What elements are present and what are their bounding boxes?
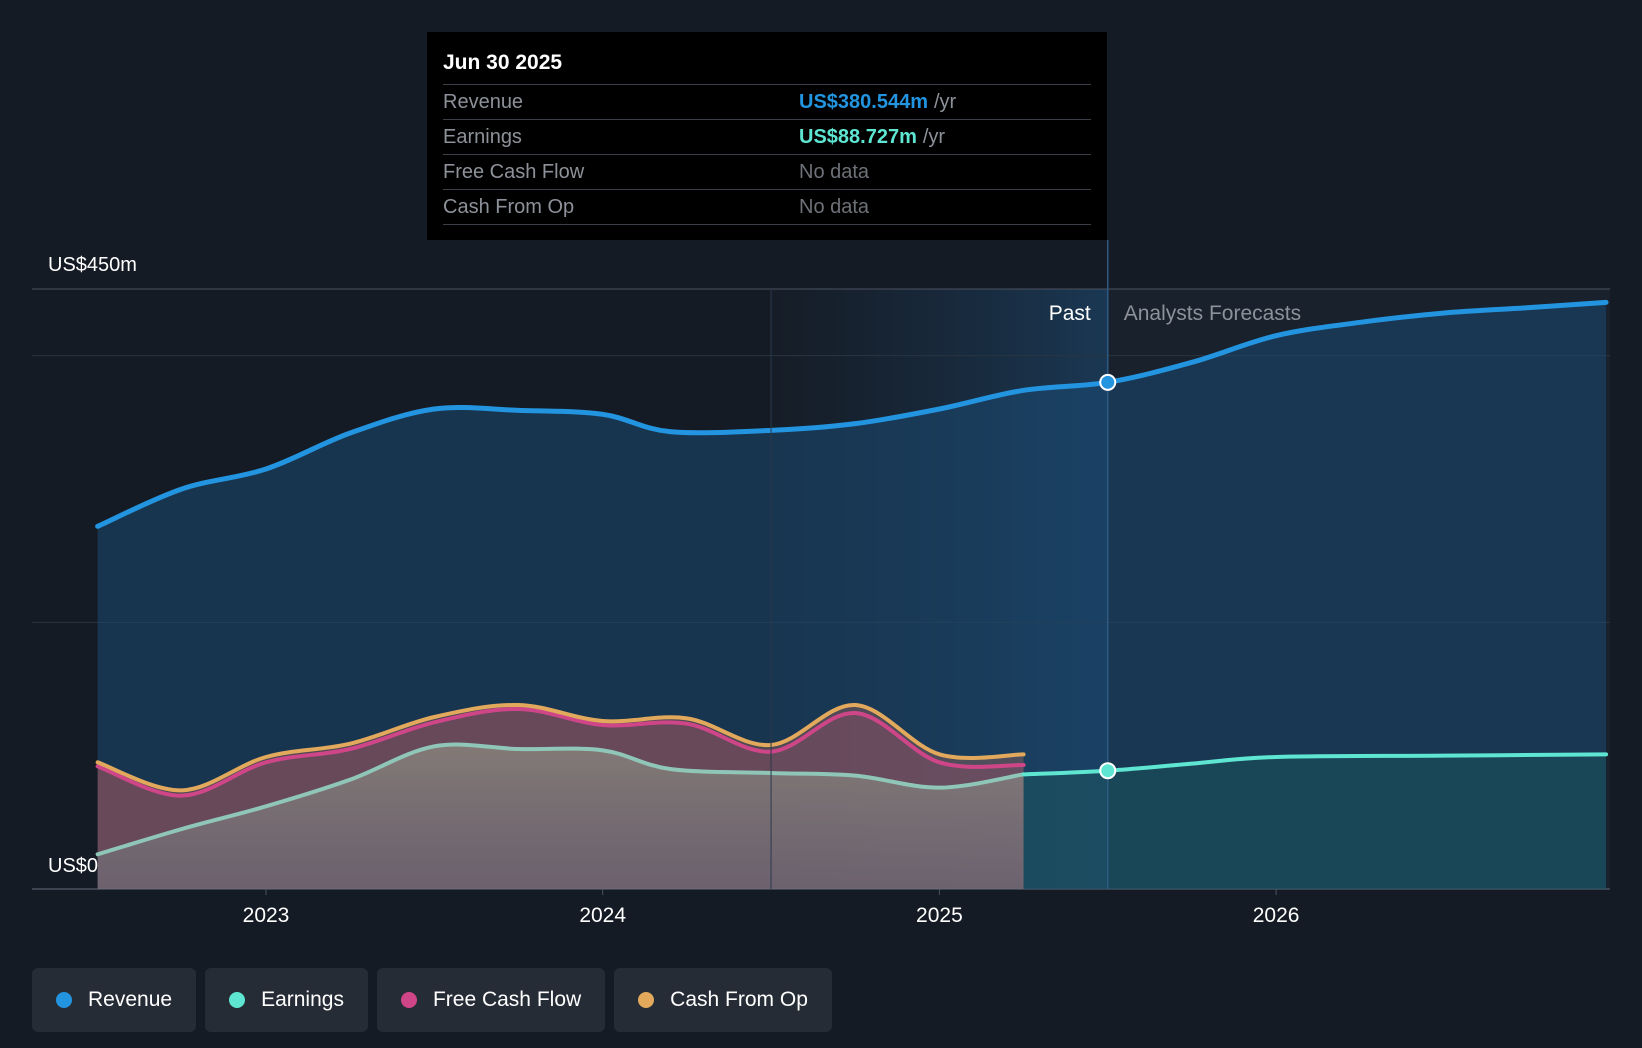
revenue-marker (1099, 373, 1117, 391)
tooltip-value: No data (799, 195, 870, 218)
legend-dot-icon (229, 992, 246, 1008)
tooltip-row-revenue: Revenue US$380.544m /yr (443, 84, 1091, 119)
legend-item-revenue[interactable]: Revenue (32, 968, 197, 1032)
tooltip-unit: /yr (933, 90, 957, 113)
earnings-area-past (97, 744, 1024, 889)
tooltip-value: US$88.727m (799, 125, 917, 148)
legend-dot-icon (638, 992, 655, 1008)
cash-from-op-line (95, 702, 1026, 793)
x-tick-label: 2025 (916, 904, 963, 927)
x-tick-label: 2026 (1253, 904, 1300, 927)
tooltip-row-earnings: Earnings US$88.727m /yr (443, 119, 1091, 154)
past-label: Past (1049, 302, 1091, 325)
legend-dot-icon (56, 992, 72, 1008)
tooltip-unit: /yr (922, 125, 946, 148)
legend-item-cash-from-op[interactable]: Cash From Op (614, 968, 832, 1032)
y-tick-label-bottom: US$0 (48, 855, 98, 877)
x-tick-label: 2024 (579, 904, 626, 927)
tooltip: Jun 30 2025 Revenue US$380.544m /yr Earn… (427, 32, 1107, 240)
legend-dot-icon (400, 992, 417, 1008)
tooltip-row-cfo: Cash From Op No data (443, 189, 1091, 225)
earnings-area-forecast (1023, 754, 1607, 889)
tooltip-label: Cash From Op (443, 195, 575, 218)
y-tick-label-top: US$450m (48, 254, 137, 276)
legend-label: Cash From Op (670, 988, 808, 1011)
legend-item-free-cash-flow[interactable]: Free Cash Flow (376, 968, 606, 1032)
legend-label: Revenue (88, 988, 173, 1011)
free-cash-flow-line (95, 706, 1026, 798)
legend: Revenue Earnings Free Cash Flow Cash Fro… (32, 968, 832, 1032)
revenue-area (97, 302, 1607, 889)
tooltip-value: US$380.544m (799, 90, 928, 113)
revenue-line (95, 299, 1609, 529)
tooltip-row-fcf: Free Cash Flow No data (443, 154, 1091, 189)
legend-label: Earnings (261, 988, 344, 1011)
tooltip-label: Free Cash Flow (443, 160, 585, 183)
legend-item-earnings[interactable]: Earnings (205, 968, 368, 1032)
tooltip-label: Earnings (443, 125, 522, 148)
forecast-label: Analysts Forecasts (1124, 302, 1301, 325)
legend-label: Free Cash Flow (432, 988, 582, 1011)
tooltip-label: Revenue (443, 90, 524, 113)
x-tick-label: 2023 (243, 904, 290, 927)
tooltip-date: Jun 30 2025 (443, 51, 563, 74)
earnings-line-past (95, 742, 1026, 857)
earnings-marker (1099, 762, 1117, 780)
tooltip-value: No data (799, 160, 870, 183)
